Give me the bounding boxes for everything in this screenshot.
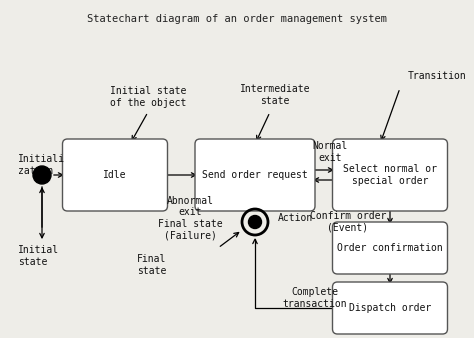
FancyBboxPatch shape [332, 282, 447, 334]
Text: Dispatch order: Dispatch order [349, 303, 431, 313]
Text: Statechart diagram of an order management system: Statechart diagram of an order managemen… [87, 14, 387, 24]
Text: Transition: Transition [408, 71, 467, 81]
FancyBboxPatch shape [63, 139, 167, 211]
Text: Initial
state: Initial state [18, 245, 59, 267]
Text: Order confirmation: Order confirmation [337, 243, 443, 253]
Text: Final
state: Final state [137, 254, 167, 276]
Circle shape [33, 166, 51, 184]
Text: Complete
transaction: Complete transaction [283, 287, 347, 309]
Text: Initiali
zation: Initiali zation [18, 154, 65, 176]
Text: Send order request: Send order request [202, 170, 308, 180]
Text: Intermediate
state: Intermediate state [240, 84, 310, 106]
Text: Initial state
of the object: Initial state of the object [110, 86, 186, 108]
Text: Abnormal
exit
Final state
(Failure): Abnormal exit Final state (Failure) [158, 196, 222, 240]
Text: Normal
exit: Normal exit [312, 141, 347, 163]
FancyBboxPatch shape [195, 139, 315, 211]
Text: Action: Action [277, 213, 313, 223]
Text: Confirm order
(Event): Confirm order (Event) [310, 211, 386, 233]
Text: Select normal or
special order: Select normal or special order [343, 164, 437, 186]
Circle shape [248, 216, 262, 228]
FancyBboxPatch shape [332, 222, 447, 274]
Text: Idle: Idle [103, 170, 127, 180]
FancyBboxPatch shape [332, 139, 447, 211]
